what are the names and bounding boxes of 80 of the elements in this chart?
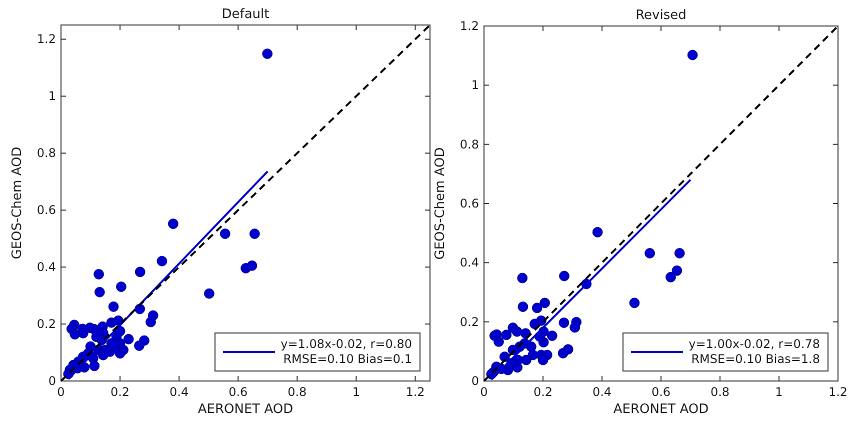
point: [494, 336, 504, 347]
point: [113, 315, 124, 326]
point: [558, 318, 570, 328]
point: [501, 330, 512, 340]
y-tick-label: 0.8: [36, 146, 56, 160]
y-tick-label: 0.6: [36, 203, 56, 218]
point: [89, 360, 100, 372]
y-tick-label: 0.6: [460, 196, 479, 210]
chart-title: Revised: [636, 8, 686, 23]
point: [644, 248, 655, 258]
point: [110, 341, 120, 352]
y-tick-label: 1.2: [36, 32, 56, 46]
y-tick-label: 0.8: [460, 137, 479, 152]
point: [246, 260, 258, 271]
point: [559, 270, 570, 282]
point: [518, 302, 528, 312]
x-tick-label: 0: [57, 385, 65, 399]
y-tick-label: 1: [48, 89, 56, 104]
y-axis-title: GEOS-Chem AOD: [433, 147, 448, 260]
y-tick-label: 1.2: [460, 19, 479, 33]
x-tick-label: 0.4: [170, 385, 189, 399]
y-tick-label: 0.4: [36, 260, 56, 274]
point: [94, 269, 104, 280]
point: [532, 302, 542, 314]
y-tick-label: 0.2: [460, 314, 479, 329]
legend-label: y=1.00x-0.02, r=0.78 RMSE=0.10 Bias=1.8: [688, 337, 820, 366]
x-axis-title: AERONET AOD: [198, 402, 294, 417]
x-axis-title: AERONET AOD: [613, 402, 709, 417]
point: [114, 348, 126, 359]
point: [204, 288, 214, 299]
point: [156, 256, 168, 266]
point: [672, 265, 682, 276]
x-tick-label: 1: [352, 385, 360, 399]
point: [512, 326, 522, 337]
point: [570, 322, 580, 333]
x-tick-label: 0.8: [710, 385, 730, 399]
point: [249, 228, 260, 239]
point: [546, 330, 558, 341]
point: [592, 226, 603, 238]
x-tick-label: 0.6: [651, 385, 671, 399]
point: [123, 334, 134, 344]
point: [98, 350, 108, 360]
x-tick-label: 0.2: [110, 385, 130, 399]
point: [262, 48, 273, 59]
point: [629, 298, 640, 308]
y-axis-title: GEOS-Chem AOD: [10, 146, 25, 260]
point: [558, 348, 568, 358]
point: [168, 218, 178, 229]
point: [674, 248, 685, 258]
point: [512, 362, 523, 373]
point: [220, 228, 230, 239]
point: [687, 50, 698, 60]
x-tick-label: 0.8: [288, 385, 307, 399]
x-tick-label: 1.2: [406, 385, 425, 399]
legend-label: y=1.08x-0.02, r=0.80 RMSE=0.10 Bias=0.1: [280, 337, 412, 366]
x-tick-label: 0.4: [592, 385, 612, 399]
chart-title: Default: [222, 7, 270, 22]
x-tick-label: 0: [480, 385, 488, 399]
point: [91, 332, 102, 342]
y-tick-label: 1: [471, 78, 479, 92]
y-tick-label: 0: [471, 374, 479, 388]
x-tick-label: 0.2: [533, 385, 553, 399]
x-tick-label: 1.2: [828, 385, 848, 399]
point: [540, 298, 550, 308]
point: [134, 266, 146, 278]
x-tick-label: 0.6: [228, 385, 248, 399]
point: [108, 301, 119, 312]
y-tick-label: 0: [48, 374, 56, 388]
point: [116, 282, 126, 292]
point: [499, 352, 510, 362]
point: [94, 286, 105, 298]
y-tick-label: 0.2: [36, 317, 56, 332]
point: [517, 272, 528, 284]
point: [666, 272, 676, 282]
point: [538, 354, 548, 366]
y-tick-label: 0.4: [460, 256, 479, 270]
point: [134, 340, 144, 351]
point: [146, 316, 156, 328]
point: [78, 328, 88, 338]
x-tick-label: 1: [775, 385, 783, 399]
